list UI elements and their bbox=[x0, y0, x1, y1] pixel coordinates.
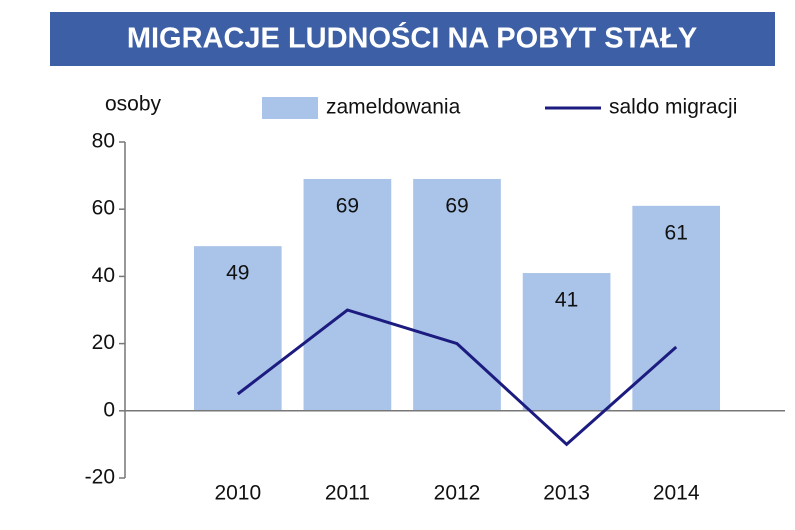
bar bbox=[193, 246, 282, 411]
legend-label: zameldowania bbox=[326, 96, 461, 119]
y-tick-label: 20 bbox=[92, 331, 115, 354]
data-label: 61 bbox=[665, 221, 688, 244]
line bbox=[236, 308, 678, 447]
title-banner bbox=[50, 12, 775, 66]
legend-swatch bbox=[262, 97, 318, 119]
x-tick-label: 2011 bbox=[325, 482, 370, 505]
bar bbox=[632, 205, 721, 411]
y-tick-label: 80 bbox=[92, 130, 115, 153]
data-label: 69 bbox=[336, 195, 359, 218]
y-tick-label: 40 bbox=[92, 264, 115, 287]
y-tick-label: -20 bbox=[85, 466, 115, 489]
y-tick-label: 0 bbox=[103, 398, 115, 421]
chart-title: MIGRACJE LUDNOŚCI NA POBYT STAŁY bbox=[127, 21, 697, 55]
bar bbox=[522, 273, 611, 411]
x-tick-label: 2012 bbox=[434, 482, 481, 505]
x-tick-label: 2014 bbox=[653, 482, 700, 505]
data-label: 69 bbox=[445, 195, 468, 218]
legend-label: saldo migracji bbox=[609, 96, 737, 119]
data-label: 41 bbox=[555, 289, 578, 312]
bar bbox=[303, 178, 392, 411]
x-tick-label: 2010 bbox=[214, 482, 261, 505]
data-label: 49 bbox=[226, 262, 249, 285]
x-tick-label: 2013 bbox=[543, 482, 590, 505]
y-tick-label: 60 bbox=[92, 197, 115, 220]
y-axis-label: osoby bbox=[105, 93, 162, 116]
